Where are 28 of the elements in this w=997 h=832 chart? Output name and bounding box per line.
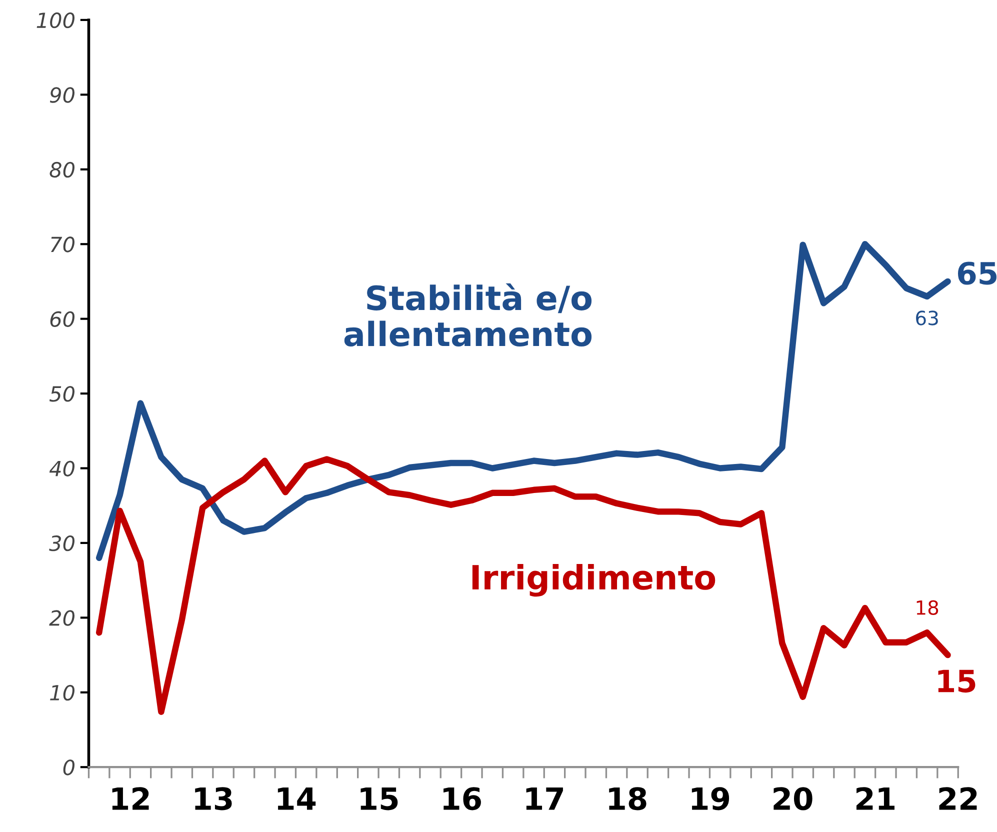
y-tick-label: 80	[50, 162, 74, 178]
x-tick-label: 13	[195, 787, 232, 810]
x-tick-label: 15	[360, 787, 398, 810]
x-tick-label: 19	[692, 787, 730, 810]
text: Stabilità e/o allentamento	[344, 283, 592, 347]
y-tick-label: 70	[50, 236, 74, 252]
x-tick-label: 18	[609, 787, 646, 810]
series-label: Irrigidimento	[472, 564, 716, 597]
data-label: 18	[916, 600, 938, 615]
x-tick-label: 22	[939, 787, 977, 810]
y-tick-label: 20	[49, 610, 74, 626]
x-tick-label: 16	[444, 787, 481, 810]
x-tick-label: 21	[856, 787, 894, 810]
y-tick-label: 60	[50, 311, 74, 328]
y-tick-label: 10	[50, 684, 74, 701]
data-label: 63	[916, 310, 938, 326]
x-tick-label: 12	[112, 787, 149, 810]
y-tick-label: 0	[63, 760, 74, 776]
y-tick-label: 30	[49, 535, 74, 552]
data-label: 65	[958, 262, 996, 285]
data-label: 15	[938, 670, 976, 693]
y-tick-label: 40	[49, 460, 74, 476]
x-tick-label: 20	[774, 787, 812, 810]
x-tick-label: 17	[526, 787, 563, 810]
y-tick-label: 100	[36, 12, 74, 28]
x-tick-label: 14	[278, 787, 316, 810]
y-tick-label: 90	[50, 87, 74, 103]
y-tick-label: 50	[49, 386, 74, 402]
